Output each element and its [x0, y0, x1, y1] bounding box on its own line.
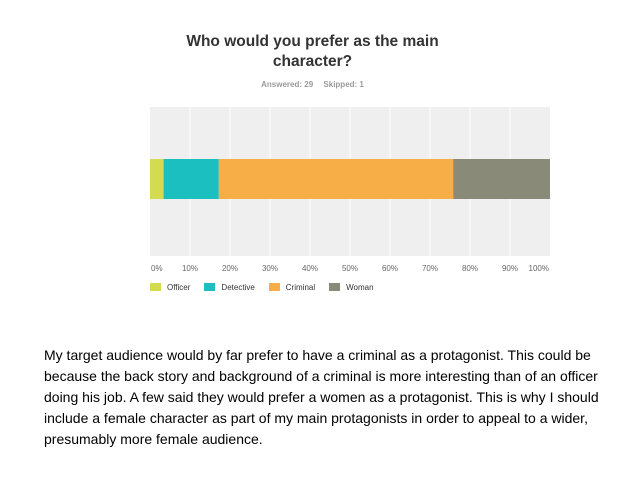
x-tick-label: 20% — [222, 264, 238, 273]
bar-segment-woman — [453, 159, 550, 199]
legend-item-officer: Officer — [150, 283, 190, 292]
x-tick-label: 60% — [382, 264, 398, 273]
response-stats: Answered: 29 Skipped: 1 — [150, 80, 475, 89]
legend-item-detective: Detective — [204, 282, 255, 292]
description-text: My target audience would by far prefer t… — [44, 347, 599, 447]
x-tick-label: 10% — [182, 264, 198, 273]
legend-item-woman: Woman — [329, 282, 374, 292]
x-tick-label: 70% — [422, 264, 438, 273]
bar-segment-officer — [150, 159, 164, 199]
chart-legend: Officer Detective Criminal Woman — [150, 281, 388, 293]
legend-label: Woman — [346, 282, 374, 292]
x-tick-label: 90% — [502, 264, 518, 273]
answered-count: Answered: 29 — [261, 80, 314, 89]
bar-segment-criminal — [218, 159, 454, 199]
legend-swatch — [204, 283, 216, 291]
legend-swatch — [150, 283, 161, 291]
chart-title: Who would you prefer as the main charact… — [186, 33, 439, 70]
x-tick-label: 40% — [302, 264, 318, 273]
x-tick-label: 30% — [262, 264, 278, 273]
legend-label: Detective — [221, 282, 255, 292]
stacked-bar-chart: 0% 10% 20% 30% 40% 50% 60% 70% 80% 90% 100% — [150, 107, 550, 273]
legend-item-criminal: Criminal — [268, 282, 316, 292]
legend-label: Officer — [167, 282, 191, 292]
skipped-count: Skipped: 1 — [323, 80, 364, 89]
x-tick-label: 0% — [151, 264, 163, 273]
legend-label: Criminal — [285, 282, 316, 292]
legend-swatch — [268, 283, 280, 291]
x-tick-label: 50% — [342, 264, 358, 273]
legend-swatch — [329, 283, 341, 291]
x-tick-label: 80% — [462, 264, 478, 273]
bar-segment-detective — [163, 159, 219, 199]
x-tick-label: 100% — [529, 264, 549, 273]
